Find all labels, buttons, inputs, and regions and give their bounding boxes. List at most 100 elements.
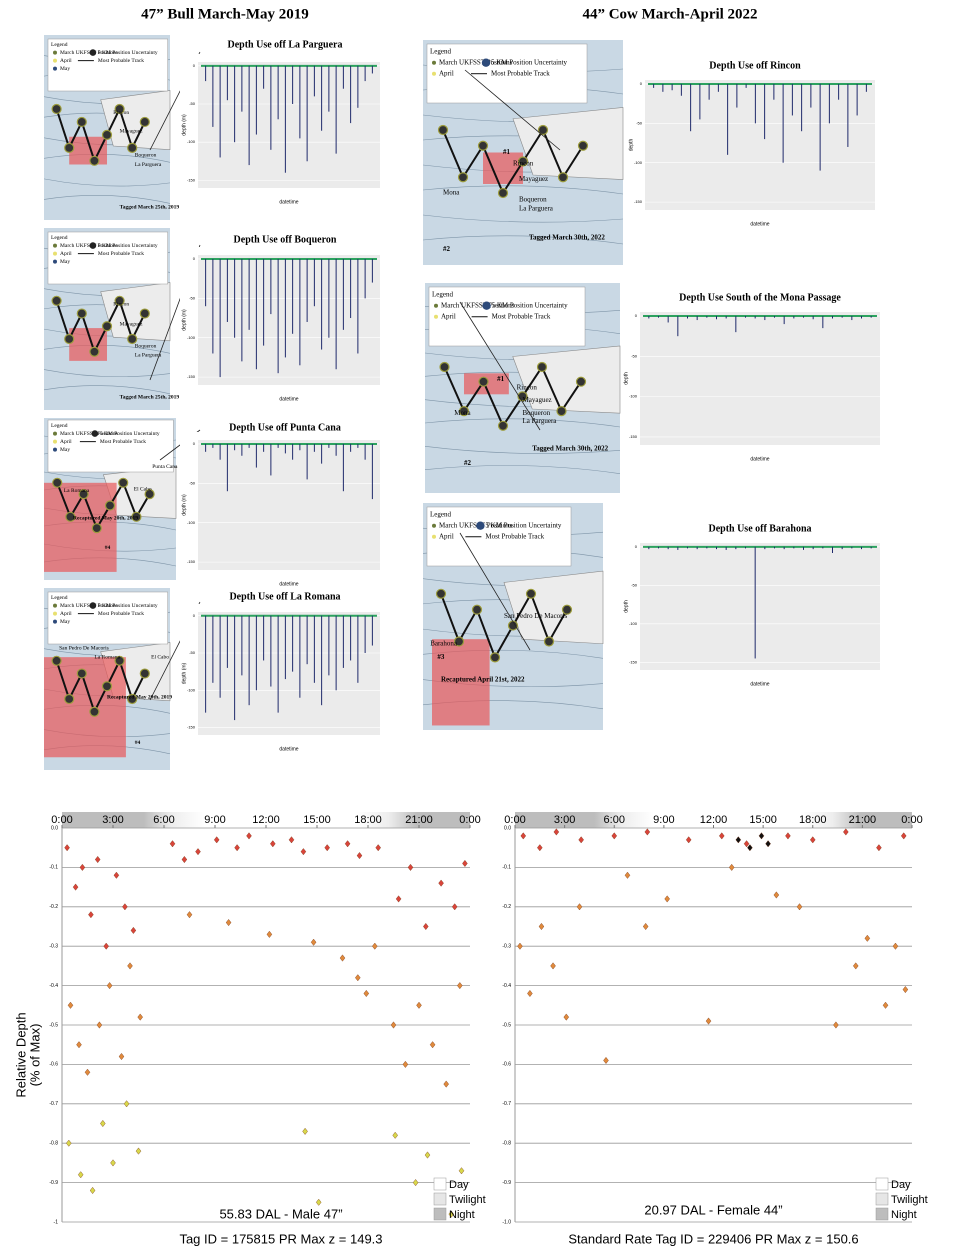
legend-swatch [432, 61, 436, 65]
legend-item: May [60, 447, 70, 453]
y-axis-label: depth [623, 600, 629, 613]
place-label: Mayaguez [523, 396, 552, 404]
y-tick-label: -0.1 [49, 865, 58, 871]
position-marker [140, 669, 149, 678]
data-point [417, 1002, 422, 1008]
data-point [643, 923, 648, 929]
place-label: #1 [503, 148, 511, 156]
position-marker [77, 669, 86, 678]
y-axis-label: (% of Max) [27, 1024, 42, 1087]
place-label: Tagged March 25th, 2019 [120, 204, 180, 210]
legend-item: Most Probable Track [98, 58, 144, 64]
data-point [903, 986, 908, 992]
position-marker [509, 621, 518, 630]
data-point [187, 911, 192, 917]
data-point [311, 939, 316, 945]
position-marker [473, 605, 482, 614]
data-point [119, 1053, 124, 1059]
data-point [408, 864, 413, 870]
data-point [396, 896, 401, 902]
place-label: Tagged March 30th, 2022 [532, 445, 608, 453]
legend-swatch [53, 59, 57, 63]
y-tick-label: -100 [187, 335, 196, 340]
data-point [65, 845, 70, 851]
position-marker [103, 130, 112, 139]
data-point [270, 841, 275, 847]
legend-swatch [53, 51, 57, 55]
plot-area [198, 62, 380, 188]
data-point [537, 845, 542, 851]
data-point [376, 845, 381, 851]
legend-swatch [53, 432, 57, 436]
y-tick-label: -100 [634, 160, 643, 165]
x-tick-label: 18:00 [799, 814, 827, 826]
y-axis-label: depth (m) [181, 662, 187, 684]
legend-swatch [876, 1208, 888, 1220]
legend-swatch [482, 59, 490, 67]
x-axis-label: datetime [279, 199, 298, 205]
y-tick-label: -150 [629, 434, 638, 439]
legend-title: Legend [432, 290, 453, 298]
y-tick-label: -50 [189, 101, 196, 106]
data-point [95, 856, 100, 862]
data-point [100, 1120, 105, 1126]
legend-item: April [439, 532, 454, 540]
legend-title: Legend [51, 42, 68, 48]
legend-swatch [90, 242, 97, 249]
legend-title: Legend [430, 47, 451, 55]
position-marker [128, 335, 137, 344]
y-tick-label: -150 [187, 559, 196, 564]
legend-swatch [876, 1193, 888, 1205]
place-label: Barahona [430, 639, 458, 647]
place-label: Mona [443, 189, 460, 197]
position-marker [557, 407, 566, 416]
data-point [625, 872, 630, 878]
y-tick-label: -0.6 [49, 1062, 58, 1068]
data-point [214, 837, 219, 843]
data-point [459, 1168, 464, 1174]
place-label: La Romana [94, 654, 120, 660]
data-point [364, 990, 369, 996]
data-point [340, 955, 345, 961]
caption: Standard Rate Tag ID = 229406 PR Max z =… [568, 1231, 858, 1246]
data-point [90, 1187, 95, 1193]
position-marker [577, 377, 586, 386]
legend-swatch [434, 304, 438, 308]
data-point [603, 1057, 608, 1063]
y-tick-label: -0.9 [49, 1180, 58, 1186]
y-tick-label: -50 [189, 650, 196, 655]
place-label: Mayaguez [120, 322, 143, 328]
y-axis-label: Relative Depth [13, 1012, 28, 1097]
highlight-area [483, 153, 523, 185]
chart-title: Depth Use off Punta Cana [229, 422, 341, 433]
data-point [303, 1128, 308, 1134]
position-marker [106, 501, 115, 510]
place-label: San Pedro De Macoris [59, 645, 109, 651]
data-point [665, 896, 670, 902]
data-point [301, 848, 306, 854]
x-tick-label: 3:00 [102, 814, 123, 826]
y-tick-label: -150 [187, 374, 196, 379]
legend-swatch [92, 430, 99, 437]
y-tick-label: -1 [54, 1219, 59, 1225]
legend-label: Twilight [891, 1194, 928, 1206]
data-point [425, 1152, 430, 1158]
legend-swatch [90, 49, 97, 56]
y-tick-label: -0.7 [502, 1101, 511, 1107]
data-point [517, 943, 522, 949]
x-axis-label: datetime [750, 456, 769, 462]
y-tick-label: -0.6 [502, 1062, 511, 1068]
y-tick-label: -1.0 [502, 1219, 511, 1225]
legend-item: April [441, 312, 456, 320]
data-point [104, 943, 109, 949]
data-point [729, 864, 734, 870]
legend-swatch [432, 524, 436, 528]
data-point [247, 833, 252, 839]
legend-item: April [439, 69, 454, 77]
plot-area [640, 312, 880, 445]
data-point [883, 1002, 888, 1008]
data-point [747, 845, 752, 851]
place-label: Boqueron [135, 153, 157, 159]
position-marker [65, 695, 74, 704]
place-label: #4 [135, 740, 141, 746]
